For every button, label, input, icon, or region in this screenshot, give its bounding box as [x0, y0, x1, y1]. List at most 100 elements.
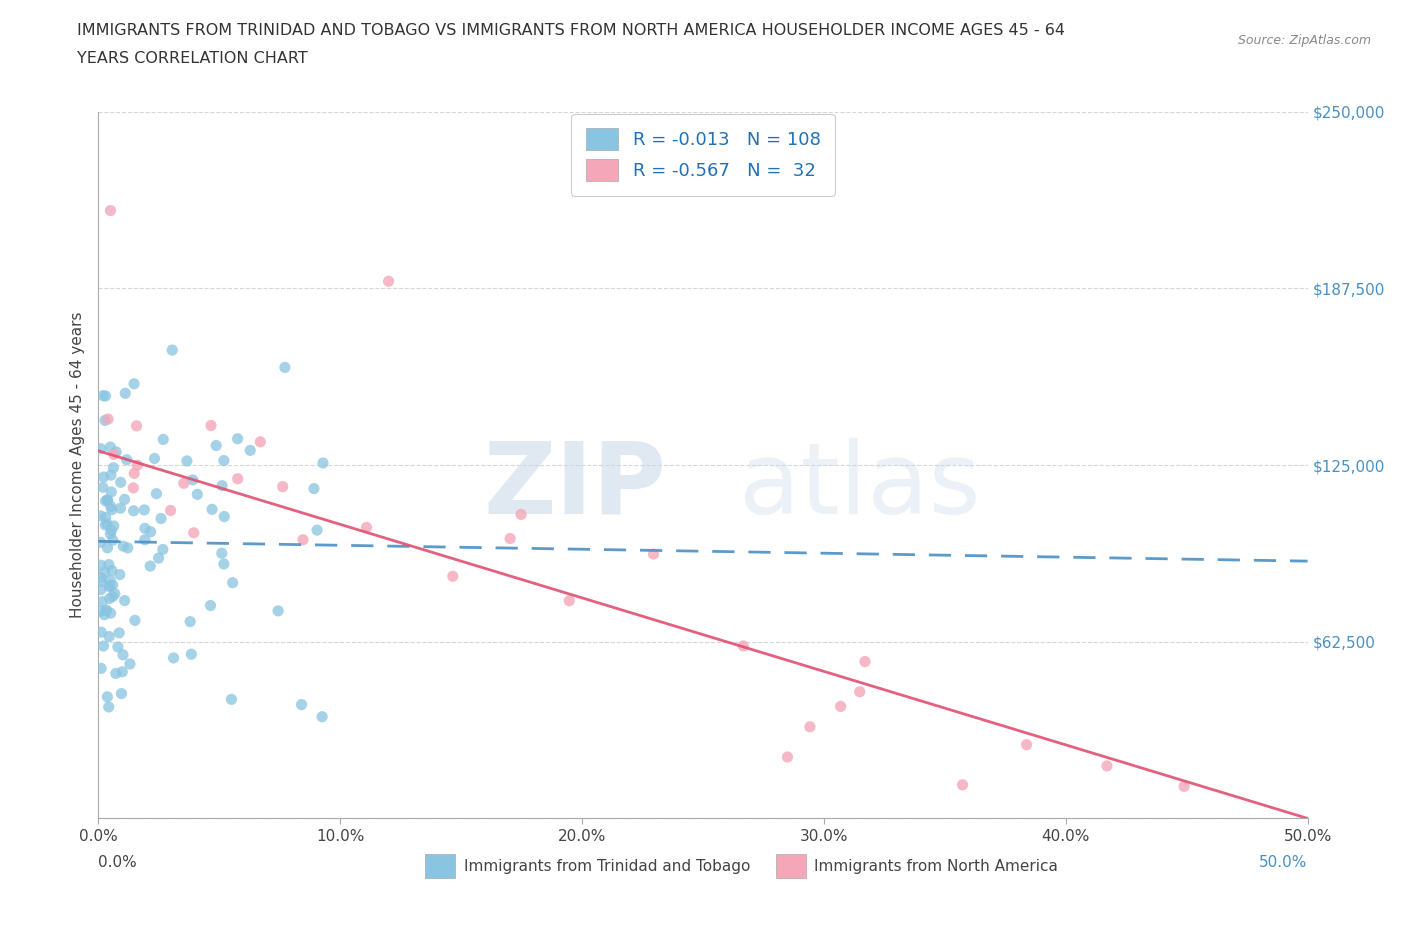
- Point: [94, 604, 117, 618]
- Point: [127, 458, 149, 472]
- Point: [211, 546, 233, 561]
- Point: [125, 418, 148, 433]
- Point: [93, 470, 115, 485]
- Point: [97, 699, 120, 714]
- Point: [152, 542, 174, 557]
- Point: [122, 377, 145, 392]
- Point: [98, 579, 121, 594]
- Point: [94, 510, 117, 525]
- Point: [100, 485, 122, 499]
- Point: [104, 586, 127, 601]
- Point: [93, 565, 115, 579]
- Point: [134, 532, 156, 547]
- Point: [96, 493, 118, 508]
- Point: [93, 607, 115, 622]
- Point: [152, 432, 174, 446]
- Point: [143, 451, 166, 466]
- Point: [377, 273, 399, 288]
- Text: Source: ZipAtlas.com: Source: ZipAtlas.com: [1237, 34, 1371, 47]
- Point: [162, 650, 184, 665]
- Point: [776, 750, 799, 764]
- Point: [100, 605, 122, 620]
- Point: [98, 573, 121, 588]
- Point: [100, 499, 122, 514]
- Point: [118, 657, 141, 671]
- Point: [1015, 737, 1038, 752]
- Point: [103, 460, 125, 475]
- Point: [122, 466, 145, 481]
- Point: [148, 551, 170, 565]
- Point: [853, 654, 876, 669]
- Text: IMMIGRANTS FROM TRINIDAD AND TOBAGO VS IMMIGRANTS FROM NORTH AMERICA HOUSEHOLDER: IMMIGRANTS FROM TRINIDAD AND TOBAGO VS I…: [77, 23, 1066, 38]
- Point: [98, 578, 121, 593]
- Point: [117, 540, 139, 555]
- Point: [90, 535, 112, 550]
- Point: [91, 594, 114, 609]
- Point: [90, 509, 112, 524]
- Point: [221, 692, 243, 707]
- Point: [226, 472, 249, 486]
- Point: [499, 531, 522, 546]
- Point: [180, 646, 202, 661]
- Point: [100, 203, 122, 218]
- Point: [110, 501, 132, 516]
- Point: [848, 684, 870, 699]
- Point: [510, 507, 533, 522]
- Point: [90, 604, 112, 618]
- Point: [212, 453, 235, 468]
- Point: [150, 512, 173, 526]
- Text: ZIP: ZIP: [484, 438, 666, 535]
- Point: [111, 664, 134, 679]
- Point: [94, 494, 117, 509]
- Point: [643, 547, 665, 562]
- Point: [267, 604, 290, 618]
- Point: [100, 440, 122, 455]
- Point: [952, 777, 974, 792]
- Point: [290, 698, 312, 712]
- Point: [799, 720, 821, 735]
- Point: [90, 558, 112, 573]
- Point: [226, 432, 249, 446]
- Point: [311, 710, 333, 724]
- Point: [186, 487, 208, 502]
- Point: [111, 647, 134, 662]
- Point: [100, 468, 122, 483]
- Point: [101, 563, 124, 578]
- Point: [211, 478, 233, 493]
- Point: [94, 389, 117, 404]
- Point: [91, 388, 114, 403]
- Point: [307, 523, 329, 538]
- Point: [103, 447, 125, 462]
- Point: [96, 540, 118, 555]
- Text: atlas: atlas: [740, 438, 981, 535]
- Point: [101, 589, 124, 604]
- Point: [105, 445, 128, 459]
- Point: [90, 442, 112, 457]
- Point: [176, 454, 198, 469]
- Point: [97, 412, 120, 427]
- Point: [249, 434, 271, 449]
- Point: [96, 603, 118, 618]
- Point: [139, 559, 162, 574]
- Legend: R = -0.013   N = 108, R = -0.567   N =  32: R = -0.013 N = 108, R = -0.567 N = 32: [571, 113, 835, 195]
- Point: [122, 481, 145, 496]
- Point: [110, 475, 132, 490]
- Point: [179, 614, 201, 629]
- Point: [114, 386, 136, 401]
- Point: [96, 516, 118, 531]
- Point: [159, 503, 181, 518]
- Point: [100, 523, 122, 538]
- Point: [104, 666, 127, 681]
- Point: [205, 438, 228, 453]
- Point: [201, 502, 224, 517]
- FancyBboxPatch shape: [425, 854, 456, 879]
- Text: YEARS CORRELATION CHART: YEARS CORRELATION CHART: [77, 51, 308, 66]
- Point: [101, 502, 124, 517]
- Point: [97, 557, 120, 572]
- Point: [239, 443, 262, 458]
- Point: [221, 576, 243, 591]
- Point: [271, 479, 294, 494]
- Text: 50.0%: 50.0%: [1260, 856, 1308, 870]
- Point: [183, 525, 205, 540]
- Point: [114, 593, 136, 608]
